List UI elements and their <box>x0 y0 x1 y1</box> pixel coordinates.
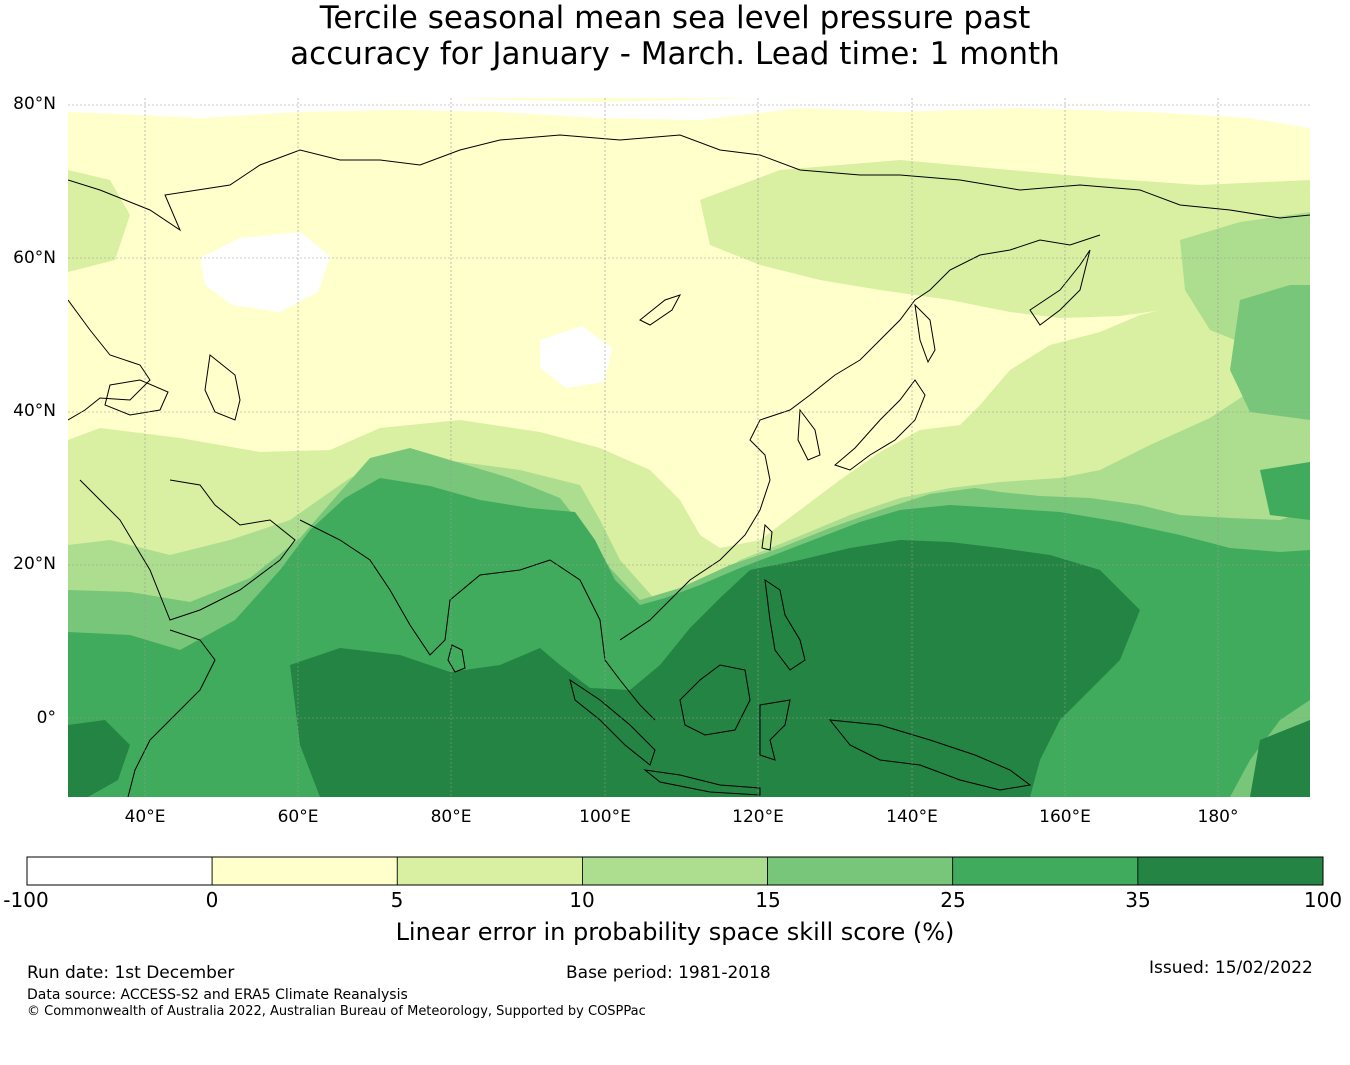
data-source: Data source: ACCESS-S2 and ERA5 Climate … <box>27 987 408 1003</box>
coastline-africa-east <box>127 629 216 797</box>
base-period: Base period: 1981-2018 <box>566 963 771 983</box>
coastline-sakhalin <box>914 303 936 364</box>
region-score-25-35-east <box>1260 462 1310 520</box>
region-negative-central <box>540 326 612 388</box>
coastline-borneo <box>679 664 751 736</box>
coastline-europe <box>68 299 151 421</box>
region-score-35-100-se <box>1250 720 1310 797</box>
colorbar-tick-0: 0 <box>205 888 219 912</box>
coastline-arabia <box>79 479 296 621</box>
colorbar-swatch-3 <box>582 856 768 886</box>
colorbar-tick-5: 5 <box>390 888 404 912</box>
coastline-india <box>299 519 551 656</box>
gridlines <box>68 98 1310 797</box>
colorbar-swatch-4 <box>767 856 954 886</box>
lon-label-120e: 120°E <box>732 807 784 827</box>
lat-label-20n: 20°N <box>13 554 56 574</box>
run-date: Run date: 1st December <box>27 963 235 983</box>
colorbar-tick-10: 10 <box>569 888 595 912</box>
coastline-north <box>68 134 1310 232</box>
coastline-taiwan <box>761 523 773 551</box>
lon-label-180: 180° <box>1197 807 1239 827</box>
colorbar-swatch-5 <box>952 856 1139 886</box>
title-line-1: Tercile seasonal mean sea level pressure… <box>319 0 1031 36</box>
lon-label-140e: 140°E <box>886 807 938 827</box>
region-score-5-10-north <box>700 160 1310 318</box>
colorbar-tick-15: 15 <box>755 888 781 912</box>
colorbar-swatch-1 <box>211 856 398 886</box>
coastline-caspian <box>204 354 241 421</box>
issued-date: Issued: 15/02/2022 <box>1149 958 1313 978</box>
colorbar <box>26 856 1324 886</box>
coastline-java <box>643 769 761 796</box>
region-score-35-100-west <box>68 720 130 797</box>
colorbar-tick-100: 100 <box>1303 888 1343 912</box>
lat-label-80n: 80°N <box>13 94 56 114</box>
region-score-15-25-ne <box>1230 285 1310 420</box>
lon-label-160e: 160°E <box>1039 807 1091 827</box>
lon-label-60e: 60°E <box>277 807 319 827</box>
coastline-philippines <box>764 578 806 671</box>
lon-label-40e: 40°E <box>124 807 166 827</box>
lat-label-40n: 40°N <box>13 401 56 421</box>
coastline-black-sea <box>104 379 169 416</box>
region-negative-russia <box>200 232 330 312</box>
coastline-korea-japan <box>797 379 926 471</box>
colorbar-tick-neg100: -100 <box>3 888 49 912</box>
coastline-sri-lanka <box>447 644 466 673</box>
lon-label-80e: 80°E <box>430 807 472 827</box>
coastline-sumatra <box>569 678 656 766</box>
region-negative-arctic <box>68 98 1310 128</box>
colorbar-frame <box>26 856 1324 886</box>
lat-label-60n: 60°N <box>13 248 56 268</box>
colorbar-swatch-0 <box>26 856 213 886</box>
colorbar-swatch-6 <box>1137 856 1324 886</box>
coastline-new-guinea <box>828 719 1032 791</box>
colorbar-tick-25: 25 <box>940 888 966 912</box>
coastline-sulawesi <box>759 699 791 761</box>
coastline-kamchatka <box>1029 249 1091 326</box>
coastline-baikal <box>639 294 682 326</box>
lon-label-100e: 100°E <box>579 807 631 827</box>
colorbar-label: Linear error in probability space skill … <box>395 918 955 946</box>
copyright: © Commonwealth of Australia 2022, Austra… <box>27 1004 646 1019</box>
chart-title: Tercile seasonal mean sea level pressure… <box>0 0 1350 72</box>
colorbar-tick-35: 35 <box>1125 888 1151 912</box>
colorbar-swatch-2 <box>396 856 583 886</box>
title-line-2: accuracy for January - March. Lead time:… <box>290 36 1060 72</box>
lat-label-0: 0° <box>36 708 56 728</box>
